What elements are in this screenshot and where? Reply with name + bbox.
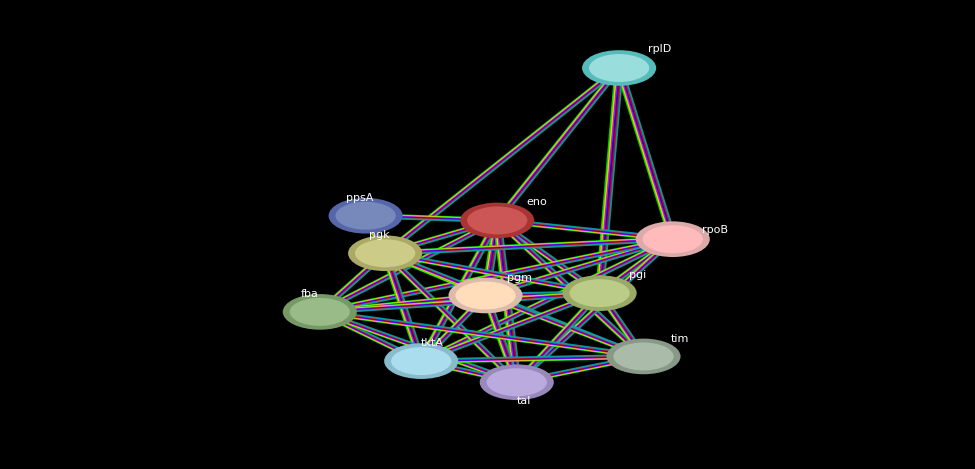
Text: tim: tim xyxy=(671,333,689,344)
Circle shape xyxy=(480,364,554,400)
Circle shape xyxy=(563,275,637,311)
Circle shape xyxy=(588,53,650,83)
Circle shape xyxy=(568,278,631,308)
Circle shape xyxy=(486,367,548,397)
Circle shape xyxy=(384,343,458,379)
Text: rplD: rplD xyxy=(648,44,672,54)
Circle shape xyxy=(390,346,452,376)
Text: pgk: pgk xyxy=(369,230,389,241)
Text: pgm: pgm xyxy=(507,272,532,283)
Circle shape xyxy=(460,203,534,238)
Circle shape xyxy=(466,205,528,235)
Circle shape xyxy=(348,235,422,271)
Circle shape xyxy=(354,238,416,268)
Text: ppsA: ppsA xyxy=(346,193,373,203)
Circle shape xyxy=(334,201,397,231)
Circle shape xyxy=(448,278,523,313)
Text: rpoB: rpoB xyxy=(702,225,728,235)
Circle shape xyxy=(612,341,675,371)
Circle shape xyxy=(454,280,517,310)
Circle shape xyxy=(329,198,403,234)
Text: tktA: tktA xyxy=(421,338,444,348)
Text: fba: fba xyxy=(300,289,318,299)
Circle shape xyxy=(283,294,357,330)
Circle shape xyxy=(606,339,681,374)
Text: tal: tal xyxy=(517,396,531,406)
Circle shape xyxy=(289,297,351,327)
Text: eno: eno xyxy=(526,197,547,207)
Circle shape xyxy=(636,221,710,257)
Circle shape xyxy=(642,224,704,254)
Circle shape xyxy=(582,50,656,86)
Text: pgi: pgi xyxy=(629,270,646,280)
